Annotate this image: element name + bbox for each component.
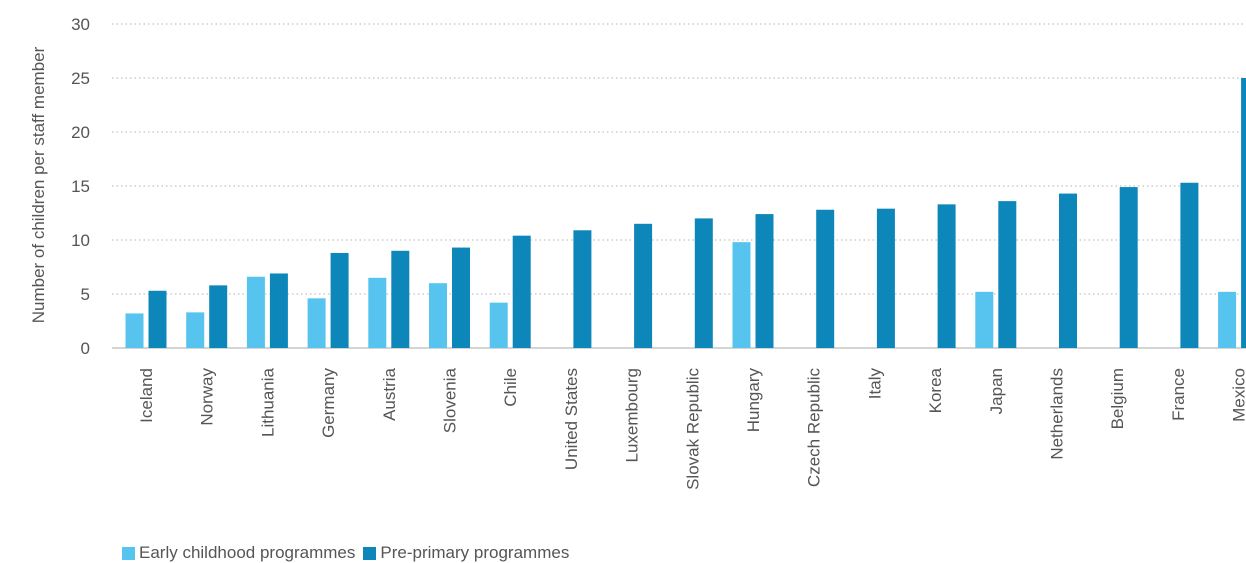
bar-preprimary [876,208,895,348]
x-tick-label: Luxembourg [623,368,642,463]
x-tick-label: Lithuania [258,367,277,437]
bar-preprimary [634,223,653,348]
x-tick-label: Austria [380,367,399,420]
x-tick-label: United States [562,368,581,470]
legend-label-preprimary: Pre-primary programmes [380,543,570,562]
x-tick-label: Slovenia [441,367,460,433]
bar-preprimary [1180,182,1199,348]
y-tick-label: 10 [71,231,90,250]
x-axis-ticks: Iceland Norway Lithuania Germany Austria Slov… [137,367,1246,489]
x-tick-label: Japan [987,368,1006,414]
x-tick-label: Czech Republic [805,368,824,488]
x-tick-label: Netherlands [1048,368,1067,460]
x-tick-label: Chile [501,368,520,407]
bar-preprimary [148,290,167,348]
y-tick-label: 15 [71,177,90,196]
y-tick-label: 5 [81,285,90,304]
x-tick-label: France [1169,368,1188,421]
bar-early [1218,291,1237,348]
legend: Early childhood programmes Pre-primary p… [122,543,577,563]
bar-preprimary [391,250,410,348]
x-tick-label: Iceland [137,368,156,423]
bar-early [186,312,205,348]
bar-preprimary [269,273,288,348]
legend-item-early: Early childhood programmes [122,543,355,563]
bar-preprimary [452,247,470,348]
legend-label-early: Early childhood programmes [139,543,356,562]
x-tick-label: Mexico [1230,368,1246,422]
bar-early [732,242,751,348]
y-axis-ticks: 0 5 10 15 20 25 30 [71,15,90,358]
x-tick-label: Germany [319,368,338,438]
bar-preprimary [937,204,956,348]
legend-item-preprimary: Pre-primary programmes [363,543,569,563]
bar-preprimary [1059,193,1077,348]
y-tick-label: 30 [71,15,90,34]
bar-preprimary [816,209,835,348]
bar-early [975,291,994,348]
bar-preprimary [330,252,349,348]
x-tick-label: Slovak Republic [683,368,702,490]
gridlines [112,23,1246,295]
legend-swatch-preprimary [363,546,377,560]
bar-early [429,283,447,348]
x-tick-label: Hungary [744,368,763,433]
x-tick-label: Belgium [1108,368,1127,429]
x-tick-label: Norway [198,368,217,426]
y-tick-label: 0 [81,339,90,358]
bar-early [368,277,387,348]
y-tick-label: 25 [71,69,90,88]
bar-preprimary [998,201,1017,348]
bar-early [246,276,265,348]
bar-preprimary [1119,187,1138,348]
legend-swatch-early [122,546,135,560]
bar-preprimary [755,214,774,348]
bar-preprimary [209,285,228,348]
bar-preprimary [512,235,531,348]
bar-preprimary [1241,78,1246,348]
y-axis-label: Number of children per staff member [29,46,48,323]
bars [125,78,1246,348]
bar-preprimary [573,230,592,348]
bar-preprimary [694,218,713,348]
y-tick-label: 20 [71,123,90,142]
bar-early [125,313,144,348]
bar-early [307,298,326,348]
x-tick-label: Italy [865,368,884,400]
x-tick-label: Korea [926,367,945,413]
bar-early [489,302,508,348]
